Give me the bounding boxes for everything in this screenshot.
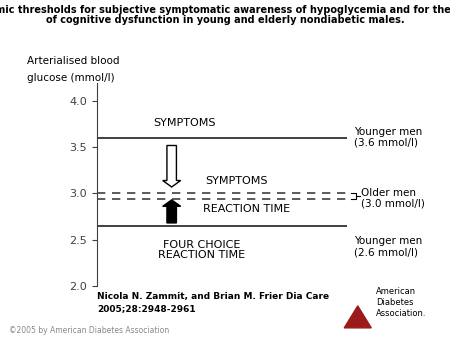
Text: Younger men: Younger men xyxy=(354,236,422,246)
Text: SYMPTOMS: SYMPTOMS xyxy=(153,118,216,128)
Text: Nicola N. Zammit, and Brian M. Frier Dia Care
2005;28:2948-2961: Nicola N. Zammit, and Brian M. Frier Dia… xyxy=(97,292,329,313)
Text: Younger men: Younger men xyxy=(354,127,422,137)
FancyArrow shape xyxy=(163,200,180,223)
Text: FOUR CHOICE: FOUR CHOICE xyxy=(163,240,240,250)
Text: glucose (mmol/l): glucose (mmol/l) xyxy=(27,73,114,83)
Text: ©2005 by American Diabetes Association: ©2005 by American Diabetes Association xyxy=(9,325,169,335)
Text: REACTION TIME: REACTION TIME xyxy=(158,250,245,260)
Text: Older men: Older men xyxy=(361,188,417,197)
Text: Arterialised blood: Arterialised blood xyxy=(27,56,119,66)
Text: American
Diabetes
Association.: American Diabetes Association. xyxy=(376,287,426,318)
FancyArrow shape xyxy=(163,145,180,187)
Text: Glycemic thresholds for subjective symptomatic awareness of hypoglycemia and for: Glycemic thresholds for subjective sympt… xyxy=(0,5,450,15)
Text: (3.0 mmol/l): (3.0 mmol/l) xyxy=(361,198,425,209)
Text: (3.6 mmol/l): (3.6 mmol/l) xyxy=(354,138,418,148)
Text: REACTION TIME: REACTION TIME xyxy=(203,204,290,214)
Text: of cognitive dysfunction in young and elderly nondiabetic males.: of cognitive dysfunction in young and el… xyxy=(46,15,404,25)
Text: (2.6 mmol/l): (2.6 mmol/l) xyxy=(354,247,418,258)
Text: SYMPTOMS: SYMPTOMS xyxy=(205,175,268,186)
